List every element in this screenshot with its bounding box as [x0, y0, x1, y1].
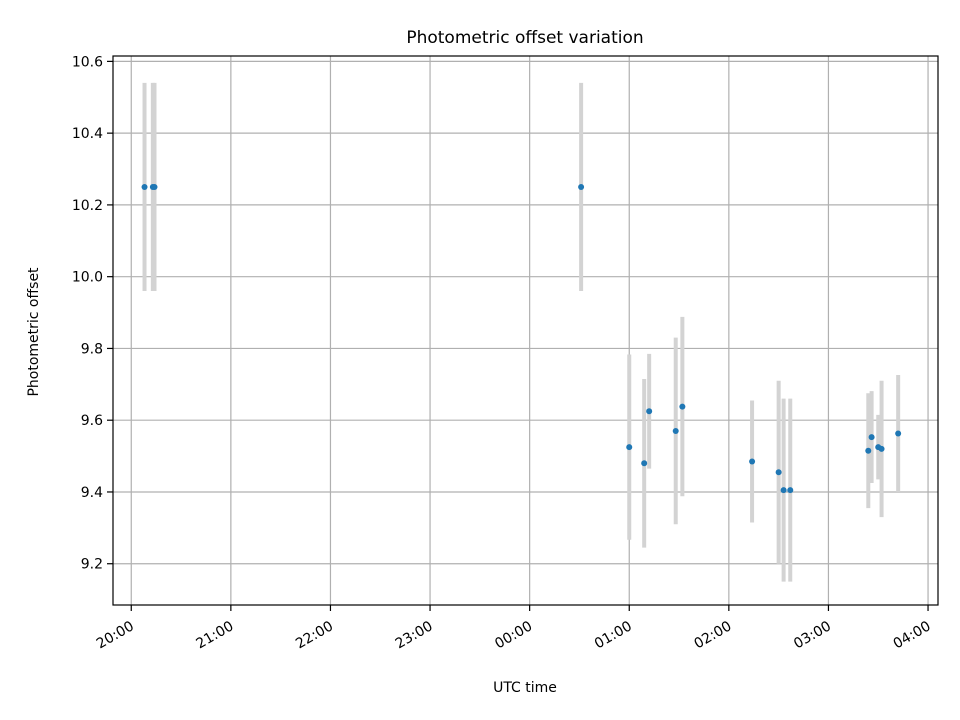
y-tick-label: 9.6 — [81, 413, 103, 429]
data-point — [865, 447, 872, 454]
y-tick-label: 9.2 — [81, 557, 103, 573]
data-point — [775, 469, 782, 476]
y-tick-label: 9.4 — [81, 485, 103, 501]
y-tick-label: 10.6 — [72, 54, 103, 70]
data-point — [646, 408, 653, 415]
data-point — [895, 430, 902, 437]
y-axis-label: Photometric offset — [26, 267, 42, 397]
data-point — [672, 427, 679, 434]
data-point — [626, 444, 633, 451]
plot-frame — [112, 55, 939, 606]
x-axis-label: UTC time — [493, 680, 557, 696]
data-point — [878, 445, 885, 452]
data-point — [641, 460, 648, 467]
chart-title: Photometric offset variation — [406, 28, 643, 48]
y-tick-label: 10.2 — [72, 198, 103, 214]
data-point — [679, 403, 686, 410]
grid — [113, 56, 938, 605]
y-tick-label: 9.8 — [81, 341, 103, 357]
data-point — [868, 434, 875, 441]
y-tick-label: 10.4 — [72, 126, 103, 142]
data-point — [151, 183, 158, 190]
y-axis-ticks: 9.2 9.4 9.6 9.8 10.0 10.2 10.4 10.6 — [72, 54, 113, 573]
data-points — [141, 183, 902, 494]
data-point — [749, 458, 756, 465]
data-point — [141, 183, 148, 190]
data-point — [787, 487, 794, 494]
y-tick-label: 10.0 — [72, 270, 103, 286]
data-point — [578, 183, 585, 190]
data-point — [780, 487, 787, 494]
